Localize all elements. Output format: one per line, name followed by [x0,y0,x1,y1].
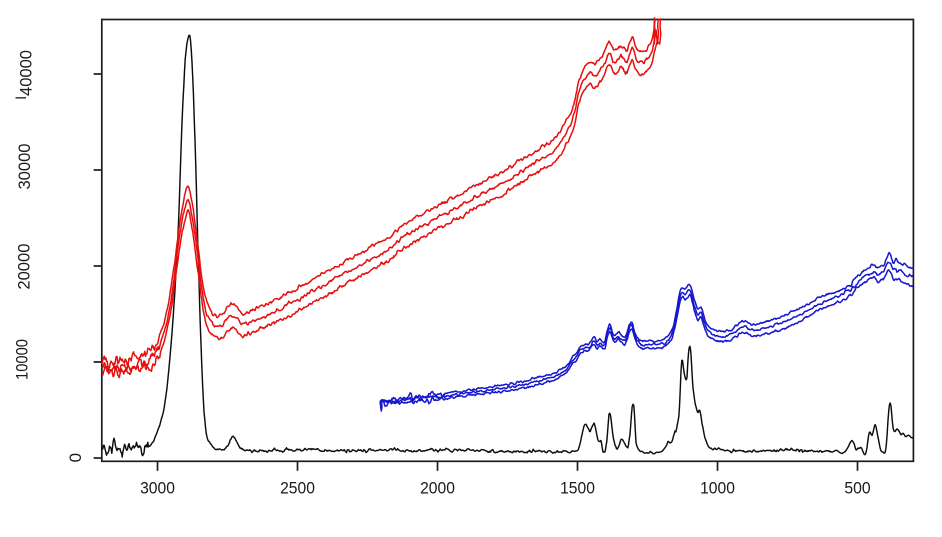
svg-text:0: 0 [66,453,85,462]
svg-text:10000: 10000 [13,339,32,380]
svg-text:3000: 3000 [140,479,175,498]
svg-text:2000: 2000 [420,479,455,498]
svg-text:40000: 40000 [16,50,35,96]
svg-text:2500: 2500 [280,479,315,498]
svg-text:30000: 30000 [15,144,34,190]
svg-text:20000: 20000 [15,244,34,290]
svg-text:1000: 1000 [700,479,735,498]
svg-text:1500: 1500 [560,479,595,498]
svg-text:500: 500 [844,479,870,498]
